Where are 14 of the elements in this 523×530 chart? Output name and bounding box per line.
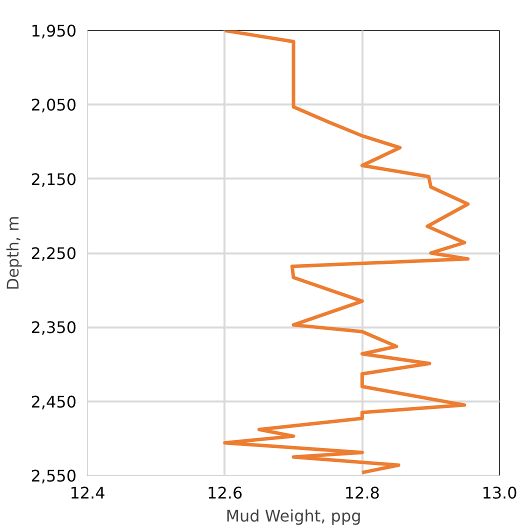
x-tick-label: 12.4: [70, 484, 106, 502]
x-axis-title: Mud Weight, ppg: [226, 506, 362, 526]
x-tick-label: 12.8: [344, 484, 380, 502]
y-tick-label: 2,550: [30, 466, 77, 486]
y-tick-label: 2,350: [30, 318, 77, 338]
x-tick-label: 13.0: [482, 484, 518, 502]
y-axis-title: Depth, m: [4, 216, 23, 290]
y-tick-label: 2,150: [30, 170, 77, 189]
y-tick-label: 2,450: [30, 392, 77, 412]
line-series: [223, 30, 470, 474]
x-tick-label: 12.6: [207, 484, 243, 502]
y-tick-label: 2,050: [30, 96, 77, 115]
y-tick-label: 2,250: [30, 244, 77, 263]
y-tick-label: 1,950: [30, 22, 77, 40]
